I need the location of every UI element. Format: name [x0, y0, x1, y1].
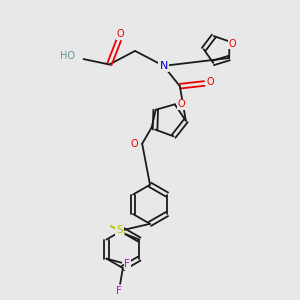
Text: O: O — [206, 77, 214, 87]
Text: S: S — [116, 225, 123, 236]
Text: O: O — [229, 39, 236, 49]
Text: O: O — [178, 99, 185, 109]
Text: N: N — [159, 61, 168, 71]
Text: F: F — [116, 286, 122, 296]
Text: HO: HO — [60, 51, 75, 61]
Text: O: O — [116, 29, 124, 39]
Text: O: O — [131, 139, 138, 149]
Text: F: F — [124, 259, 130, 269]
